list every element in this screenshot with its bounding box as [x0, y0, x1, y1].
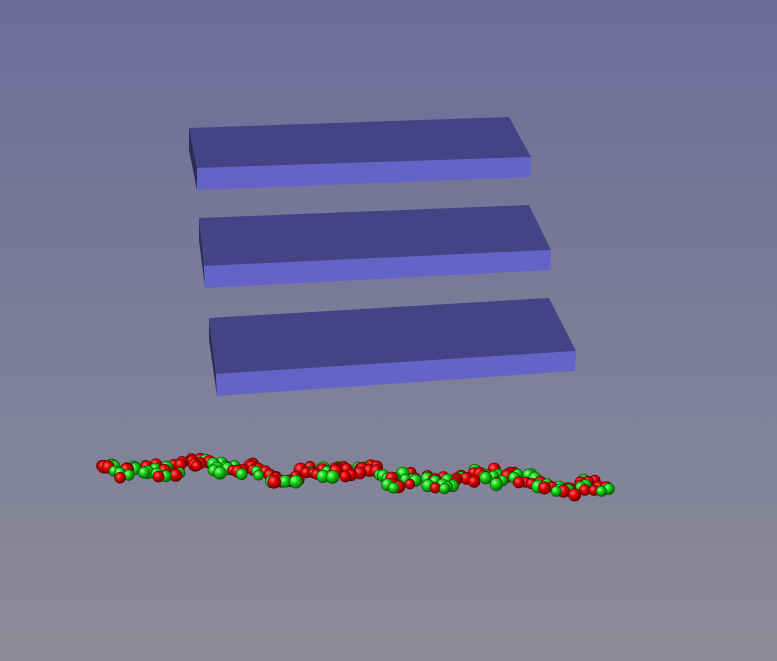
slab-3[interactable] [209, 298, 576, 396]
green-particle [439, 482, 451, 495]
green-particle [325, 470, 340, 484]
slab-1-top [189, 117, 531, 168]
green-particle [550, 485, 562, 497]
red-particle [468, 475, 481, 488]
slab-3-front [216, 351, 576, 396]
green-particle [479, 471, 493, 485]
green-particle [387, 482, 400, 494]
green-particle [235, 468, 248, 480]
slab-2-front [204, 250, 551, 288]
red-particle [404, 478, 416, 490]
red-particle [114, 472, 126, 484]
slab-1[interactable] [189, 117, 531, 190]
green-particle [288, 474, 303, 489]
slab-2-top [199, 205, 551, 266]
red-particle [339, 470, 352, 483]
green-particle [138, 466, 151, 479]
slab-2[interactable] [199, 205, 551, 288]
green-particle [489, 477, 503, 491]
red-particle [512, 476, 525, 489]
slab-1-side-face [189, 128, 197, 190]
green-particle [253, 469, 264, 481]
slab-3-side-face [209, 318, 217, 396]
red-particle [152, 470, 165, 483]
green-particle [213, 466, 227, 480]
red-particle [538, 481, 552, 495]
green-particle [595, 485, 607, 497]
red-particle [567, 488, 582, 502]
slab-3-top [209, 298, 576, 374]
red-particle [429, 482, 441, 494]
particle-chain[interactable] [96, 452, 615, 502]
red-particle [267, 474, 282, 489]
slab-1-front [197, 157, 531, 190]
red-particle [191, 460, 202, 472]
slab-2-side-face [199, 218, 205, 288]
